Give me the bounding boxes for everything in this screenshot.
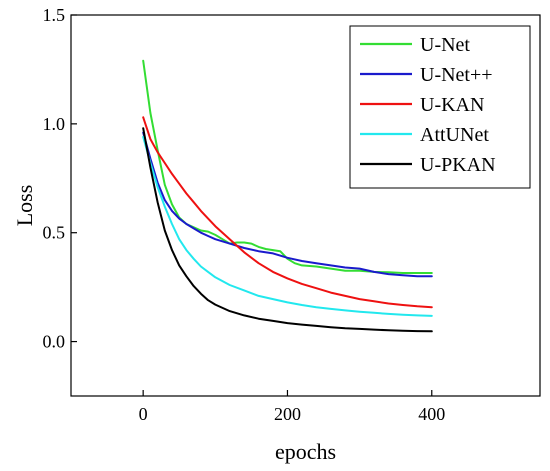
x-tick-label: 200 (274, 404, 301, 424)
y-axis-title: Loss (12, 185, 37, 227)
series-line-u-pkan (142, 127, 433, 333)
series-layer (142, 59, 433, 333)
legend-label: U-Net++ (420, 64, 493, 86)
legend-label: U-PKAN (420, 154, 496, 176)
plot-area-frame (70, 14, 541, 397)
legend-label: U-Net (420, 34, 470, 56)
y-tick-label: 1.5 (43, 5, 66, 25)
series-line-u-net- (142, 131, 433, 278)
legend-label: U-KAN (420, 94, 484, 116)
x-tick-label: 0 (139, 404, 148, 424)
legend: U-Net U-Net++ U-KAN AttUNet U-PKAN (349, 25, 531, 189)
y-tick-label: 1.0 (43, 114, 66, 134)
x-axis-title: epochs (275, 439, 336, 464)
series-line-attunet (142, 135, 433, 317)
ticks-layer: 0 200 400 0.0 0.5 1.0 1.5 (43, 5, 446, 424)
legend-box (349, 25, 531, 189)
legend-label: AttUNet (420, 124, 489, 146)
plot-frame-layer (70, 14, 541, 397)
y-tick-label: 0.0 (43, 332, 66, 352)
y-tick-label: 0.5 (43, 223, 66, 243)
series-line-u-kan (142, 116, 433, 309)
x-tick-label: 400 (418, 404, 445, 424)
